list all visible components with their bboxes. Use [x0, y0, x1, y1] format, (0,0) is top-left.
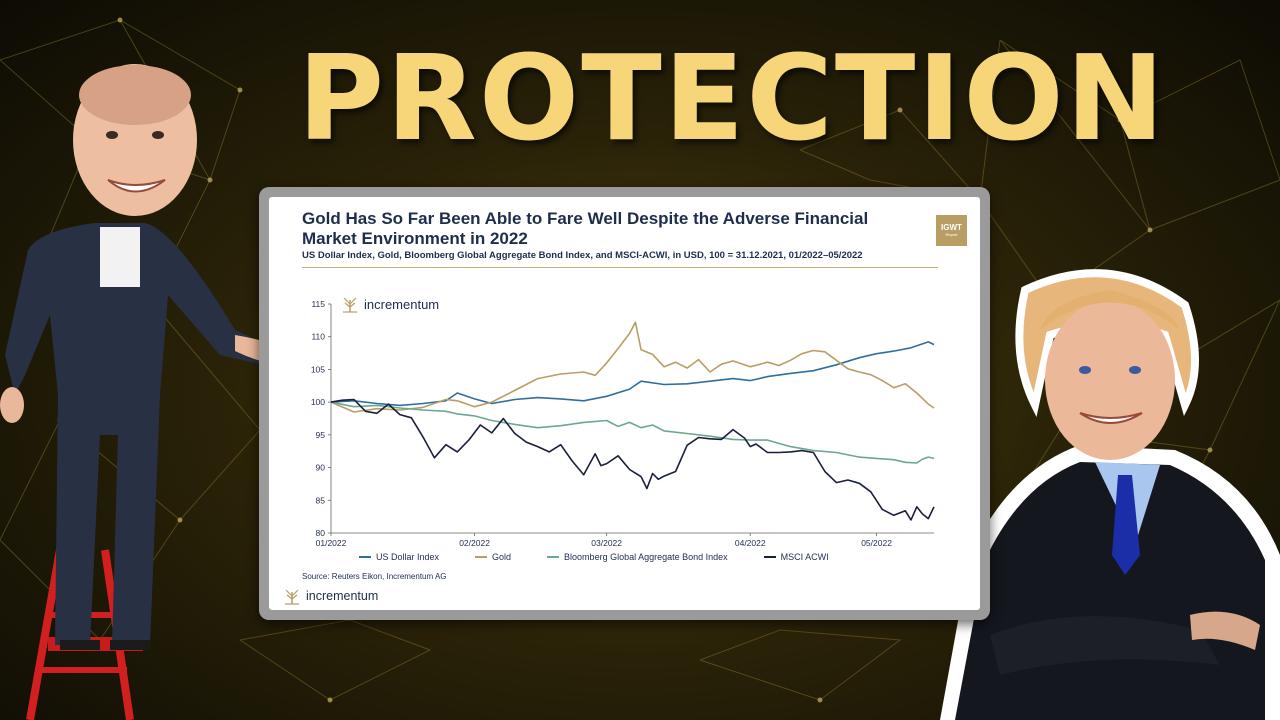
series-line-bloomberg-global-aggregate-bond-index [330, 401, 935, 464]
y-tick-label: 95 [316, 430, 326, 440]
x-tick-label: 03/2022 [591, 538, 622, 548]
igwt-report-badge: IGWT Report [936, 215, 967, 246]
legend-item: US Dollar Index [359, 552, 439, 562]
legend-label: Gold [492, 552, 512, 562]
chart-logo-text: incrementum [364, 296, 440, 312]
guest-portrait [940, 269, 1280, 720]
chart-watermark-logo: incrementum [341, 295, 439, 313]
y-tick-label: 85 [316, 495, 326, 505]
x-tick-label: 02/2022 [459, 538, 490, 548]
legend-label: Bloomberg Global Aggregate Bond Index [564, 552, 728, 562]
y-tick-label: 110 [311, 332, 325, 342]
legend-label: MSCI ACWI [780, 552, 829, 562]
series-line-gold [330, 321, 935, 413]
chart-title-line-2: Market Environment in 2022 [302, 229, 528, 248]
tie [1112, 475, 1140, 575]
legend-swatch [359, 556, 371, 558]
series-line-msci-acwi [330, 398, 935, 521]
chart-legend: US Dollar Index Gold Bloomberg Global Aggr… [359, 552, 829, 562]
legend-swatch [763, 556, 776, 558]
incrementum-tree-icon [285, 589, 299, 605]
chart-source: Source: Reuters Eikon, Incrementum AG [302, 572, 447, 581]
y-tick-label: 105 [311, 364, 325, 374]
line-chart: 80 85 90 95 100 105 110 115 01/2022 02/2022 03/202… [311, 299, 935, 548]
chart-subtitle: US Dollar Index, Gold, Bloomberg Global … [302, 250, 863, 261]
badge-main-text: IGWT [941, 223, 962, 232]
incrementum-tree-icon [343, 297, 357, 313]
y-tick-label: 115 [311, 299, 325, 309]
legend-label: US Dollar Index [376, 552, 440, 562]
y-tick-label: 80 [316, 528, 326, 538]
x-tick-label: 05/2022 [861, 538, 892, 548]
legend-swatch [475, 556, 488, 558]
legend-item: Gold [475, 552, 511, 562]
chart-card: Gold Has So Far Been Able to Fare Well D… [259, 187, 990, 620]
badge-sub-text: Report [945, 232, 958, 237]
legend-item: MSCI ACWI [763, 552, 829, 562]
y-tick-label: 90 [316, 463, 326, 473]
legend-item: Bloomberg Global Aggregate Bond Index [547, 552, 728, 562]
legend-swatch [547, 556, 560, 558]
chart-title: Gold Has So Far Been Able to Fare Well D… [302, 209, 902, 249]
presenter-on-ladder [0, 64, 290, 720]
chart-panel: Gold Has So Far Been Able to Fare Well D… [269, 197, 980, 610]
y-tick-label: 100 [311, 397, 325, 407]
title-divider [302, 267, 938, 268]
chart-title-line-1: Gold Has So Far Been Able to Fare Well D… [302, 209, 869, 228]
headline: PROTECTION [297, 29, 1167, 167]
x-tick-label: 01/2022 [316, 538, 347, 548]
footer-logo: incrementum [283, 587, 378, 605]
x-tick-label: 04/2022 [735, 538, 766, 548]
footer-logo-text: incrementum [306, 589, 379, 603]
series-line-us-dollar-index [330, 341, 935, 407]
